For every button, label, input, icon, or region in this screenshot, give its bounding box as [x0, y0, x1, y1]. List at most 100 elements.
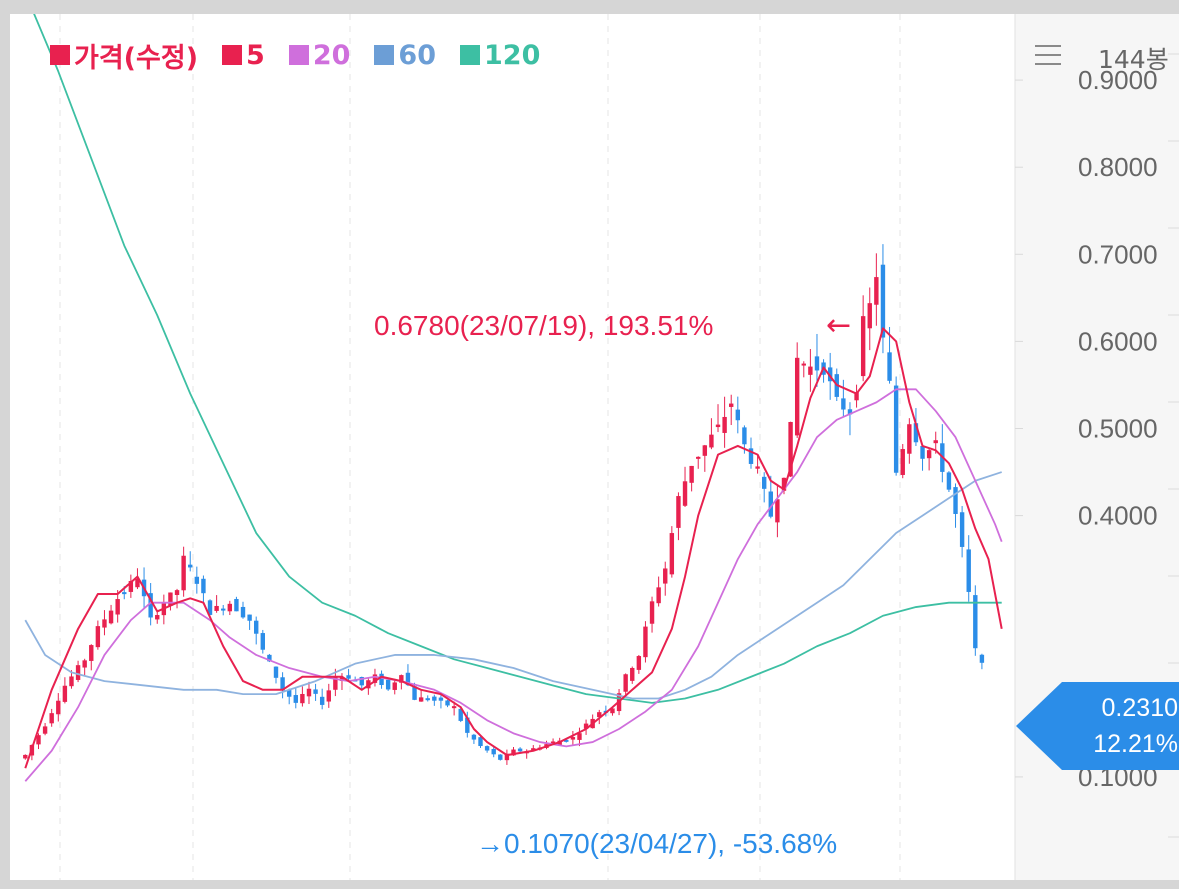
candle-body [227, 603, 233, 612]
candle-body [247, 614, 252, 621]
legend-item-price[interactable]: 가격(수정) [50, 36, 198, 75]
candle-body [696, 456, 701, 459]
menu-icon-bar [1035, 54, 1061, 56]
candle-body [128, 580, 134, 592]
candle-body [484, 746, 490, 751]
legend-label-ma5: 5 [246, 39, 265, 71]
candle-body [517, 748, 523, 752]
candle-body [973, 595, 978, 649]
candle-body [636, 656, 642, 670]
candle-body [959, 512, 965, 547]
legend-item-ma120[interactable]: 120 [460, 40, 540, 71]
candle-body [564, 739, 569, 742]
candle-body [900, 449, 905, 475]
candle-body [887, 352, 892, 381]
candle-body [280, 677, 285, 691]
candle-body [471, 734, 477, 740]
candle-body [880, 264, 886, 338]
menu-icon-bar [1035, 45, 1061, 47]
candle-body [372, 674, 378, 683]
candle-body [392, 682, 397, 690]
candle-body [623, 674, 628, 692]
price-chart[interactable]: 0.9000 0.8000 0.7000 0.6000 0.5000 0.4000 0.10… [10, 14, 1179, 880]
candle-body [735, 409, 741, 421]
candle-body [418, 697, 424, 702]
candle-body [155, 615, 160, 620]
candle-body [333, 677, 338, 690]
candle-body [108, 610, 114, 624]
legend-item-ma5[interactable]: 5 [222, 40, 265, 71]
candle-body [399, 675, 404, 683]
legend-item-ma60[interactable]: 60 [374, 40, 436, 71]
candle-body [234, 598, 239, 612]
candle-body [115, 599, 120, 615]
candle-body [326, 690, 331, 702]
legend-label-ma120: 120 [484, 39, 541, 71]
chart-frame: 0.9000 0.8000 0.7000 0.6000 0.5000 0.4000 0.10… [10, 14, 1179, 880]
candle-body [49, 713, 54, 724]
current-price-value: 0.2310 [1101, 694, 1178, 722]
candle-body [293, 695, 298, 703]
candle-body [221, 608, 226, 611]
candle-body [682, 481, 688, 506]
candle-body [913, 423, 919, 443]
candle-body [102, 619, 107, 628]
candle-body [709, 434, 714, 448]
candle-body [181, 555, 186, 591]
candle-body [36, 735, 41, 745]
bar-count-label[interactable]: 144봉 [1098, 45, 1169, 74]
candle-body [82, 660, 87, 668]
candle-body [451, 706, 457, 709]
candle-body [122, 592, 127, 595]
low-arrow-icon: → [476, 828, 504, 859]
candle-body [583, 723, 589, 729]
ma-line-ma20 [24, 388, 1003, 782]
candle-body [23, 754, 28, 759]
candle-body [676, 496, 681, 528]
candle-body [62, 685, 68, 702]
candle-body [379, 673, 384, 686]
legend-item-ma20[interactable]: 20 [288, 39, 351, 71]
candle-body [663, 568, 668, 584]
candle-body [359, 676, 364, 686]
low-annotation-text: 0.1070(23/04/27), -53.68% [504, 828, 838, 859]
candle-body [550, 741, 556, 744]
candle-body [755, 466, 760, 469]
candle-body [570, 737, 576, 740]
candle-body [89, 645, 94, 661]
candle-body [867, 303, 872, 329]
candle-body [794, 357, 800, 436]
candle-body [966, 549, 971, 592]
high-annotation: 0.6780(23/07/19), 193.51% [374, 310, 714, 341]
candle-body [42, 726, 48, 734]
candle-body [174, 590, 180, 595]
ma-line-ma60 [24, 471, 1002, 700]
candle-body [702, 445, 708, 456]
candle-body [907, 424, 912, 454]
candle-body [188, 564, 193, 568]
candle-body [306, 688, 312, 697]
candle-body [649, 601, 655, 624]
legend-label-ma20: 20 [312, 39, 351, 71]
candle-body [498, 754, 503, 760]
candle-body [597, 712, 602, 718]
candle-body [722, 416, 727, 433]
candle-body [405, 672, 411, 686]
candle-body [168, 592, 173, 606]
ma-line-ma5 [24, 327, 1003, 769]
candle-body [761, 476, 767, 489]
y-tick-label: 0.8000 [1078, 152, 1158, 182]
candle-body [801, 363, 806, 366]
legend-swatch-ma120 [460, 45, 480, 65]
candle-body [385, 679, 391, 690]
candle-body [920, 446, 925, 459]
candle-body [135, 578, 140, 588]
legend-label-ma60: 60 [398, 39, 436, 71]
candle-body [893, 385, 899, 473]
legend-swatch-ma5 [222, 45, 243, 65]
current-price-label: 0.2310 12.21% [1016, 682, 1179, 770]
legend-swatch-ma20 [288, 45, 309, 65]
candle-body [478, 737, 483, 747]
menu-icon[interactable] [1035, 42, 1061, 68]
candle-body [847, 409, 853, 415]
